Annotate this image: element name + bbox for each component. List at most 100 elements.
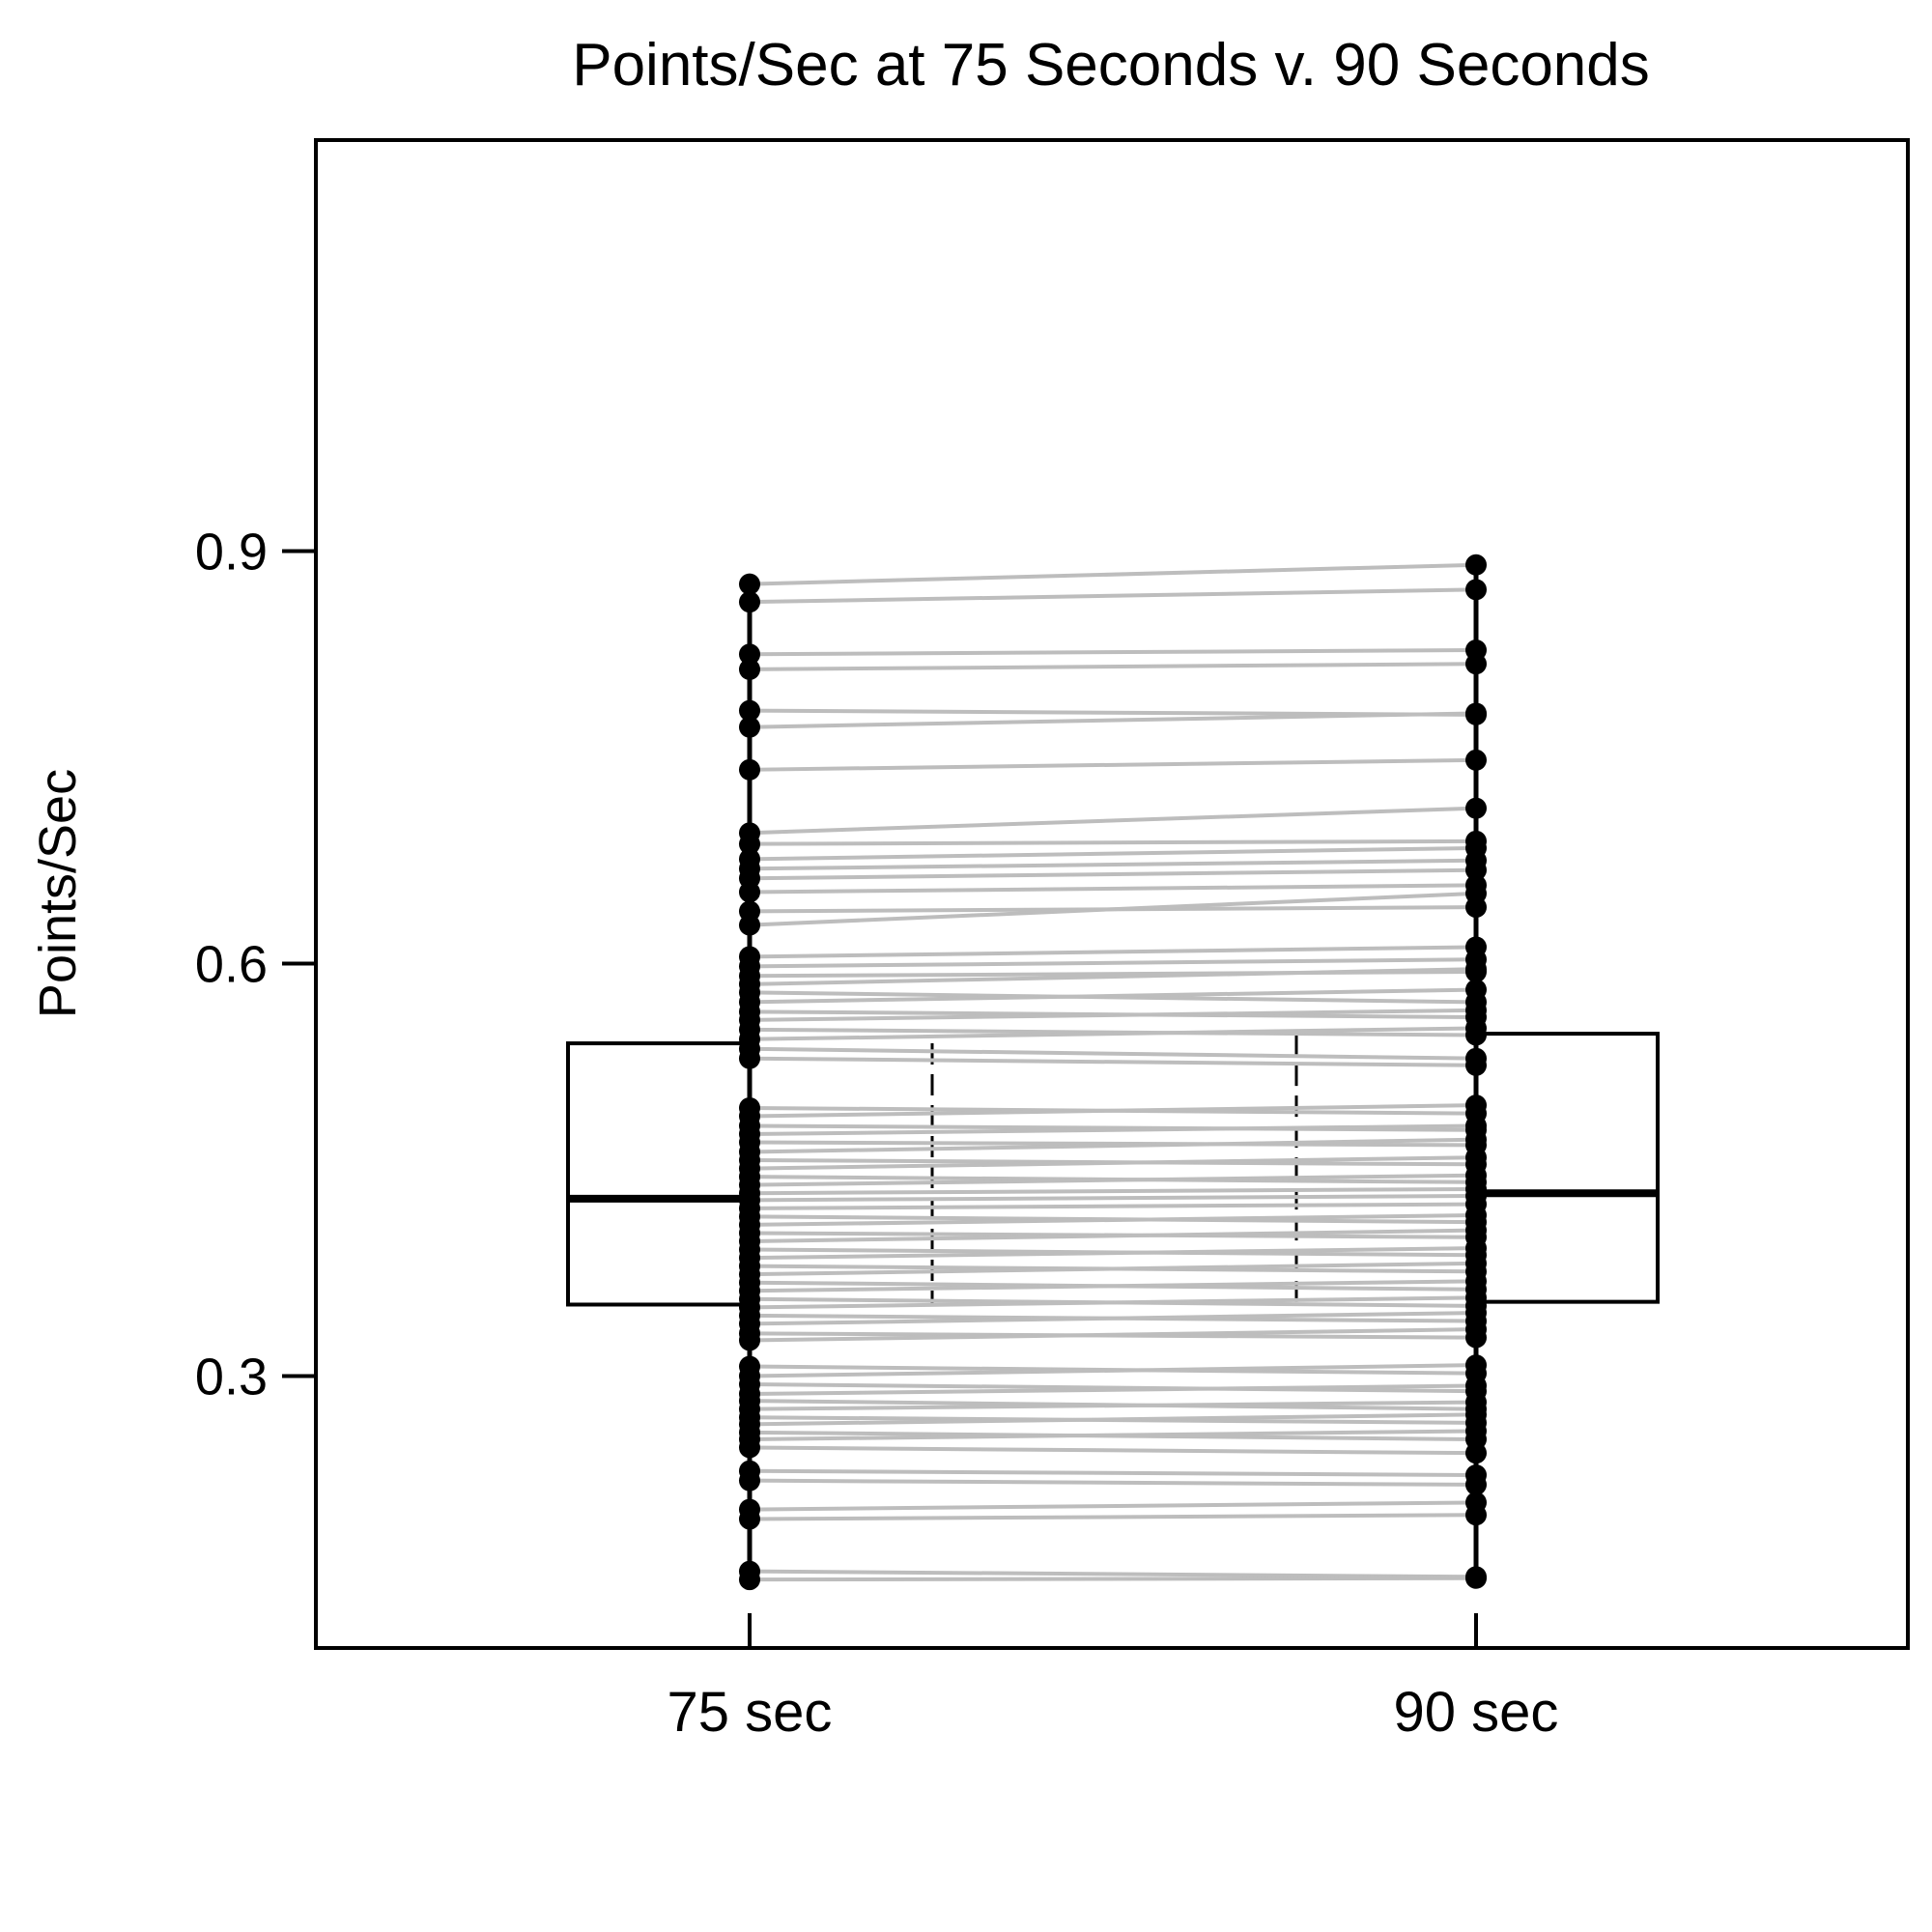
paired-line	[749, 945, 1477, 959]
paired-line	[749, 1327, 1477, 1343]
data-point-90	[1465, 958, 1487, 980]
plot-frame	[314, 138, 1910, 1650]
data-point-90	[1465, 702, 1487, 724]
paired-line	[749, 845, 1477, 862]
paired-line	[749, 867, 1477, 881]
data-point-90	[1465, 1270, 1487, 1293]
data-point-90	[1465, 1287, 1487, 1309]
paired-line	[749, 883, 1477, 895]
data-point-75	[739, 699, 760, 722]
paired-line	[749, 1445, 1477, 1456]
paired-line	[749, 1295, 1477, 1310]
paired-line	[749, 1008, 1477, 1022]
data-point-75	[739, 1508, 760, 1530]
paired-line	[749, 1202, 1477, 1210]
paired-line	[749, 1123, 1477, 1136]
paired-line	[749, 1228, 1477, 1244]
paired-line	[749, 858, 1477, 871]
data-point-90	[1465, 653, 1487, 675]
paired-line	[749, 1478, 1477, 1487]
paired-line	[749, 1103, 1477, 1119]
paired-line	[749, 1056, 1477, 1067]
paired-line	[749, 1173, 1477, 1187]
data-point-90	[1465, 999, 1487, 1021]
paired-line	[749, 1186, 1477, 1196]
paired-line	[749, 1046, 1477, 1061]
paired-line	[749, 1261, 1477, 1277]
paired-line	[749, 587, 1477, 605]
data-point-75	[739, 1436, 760, 1459]
data-point-90	[1465, 1017, 1487, 1039]
y-tick-label: 0.9	[195, 524, 268, 582]
paired-line	[749, 1123, 1477, 1132]
data-point-90	[1465, 1354, 1487, 1377]
data-point-75	[739, 658, 760, 680]
chart-title: Points/Sec at 75 Seconds v. 90 Seconds	[572, 32, 1650, 99]
paired-line	[749, 1194, 1477, 1203]
x-category-label: 75 sec	[668, 1681, 833, 1744]
data-point-75	[739, 573, 760, 595]
paired-line	[749, 1468, 1477, 1477]
box-2	[1474, 1032, 1660, 1304]
plot-area: 0.3 0.6 0.9 75 sec 90 sec	[195, 138, 1910, 1744]
paired-line	[749, 987, 1477, 1005]
paired-line	[749, 891, 1477, 927]
data-point-90	[1465, 1319, 1487, 1341]
y-tick-label: 0.3	[195, 1349, 268, 1406]
data-point-90	[1465, 579, 1487, 601]
data-point-90	[1465, 1237, 1487, 1260]
data-point-75	[739, 1569, 760, 1591]
data-point-90	[1465, 1375, 1487, 1397]
data-point-90	[1465, 1567, 1487, 1589]
data-point-90	[1465, 1219, 1487, 1241]
data-point-90	[1465, 1473, 1487, 1495]
data-point-90	[1465, 1054, 1487, 1076]
data-point-90	[1465, 1442, 1487, 1464]
paired-line	[749, 1279, 1477, 1293]
data-point-75	[739, 643, 760, 666]
paired-line	[749, 662, 1477, 671]
paired-line	[749, 1026, 1477, 1041]
data-point-90	[1465, 859, 1487, 881]
paired-line	[749, 562, 1477, 586]
paired-line	[749, 1513, 1477, 1521]
data-point-75	[739, 1329, 760, 1351]
paired-line	[749, 1140, 1477, 1148]
paired-line	[749, 806, 1477, 836]
y-axis-label: Points/Sec	[29, 769, 87, 1018]
paired-line	[749, 1569, 1477, 1579]
paired-line	[749, 1246, 1477, 1261]
box-1	[566, 1041, 752, 1307]
data-point-75	[739, 591, 760, 613]
paired-line	[749, 1500, 1477, 1512]
paired-line	[749, 1400, 1477, 1411]
data-point-90	[1465, 1128, 1487, 1151]
data-point-90	[1465, 882, 1487, 904]
data-point-75	[739, 1047, 760, 1069]
data-point-90	[1465, 1420, 1487, 1442]
data-point-90	[1465, 1252, 1487, 1274]
data-point-75	[739, 716, 760, 738]
paired-line	[749, 1212, 1477, 1227]
data-point-90	[1465, 797, 1487, 819]
paired-line	[749, 757, 1477, 772]
data-point-75	[739, 833, 760, 855]
data-point-75	[739, 758, 760, 781]
data-point-90	[1465, 554, 1487, 576]
paired-line	[749, 1383, 1477, 1397]
data-point-75	[739, 1469, 760, 1492]
paired-line	[749, 1382, 1477, 1394]
paired-line	[749, 711, 1477, 729]
paired-line	[749, 1363, 1477, 1378]
paired-line	[749, 1429, 1477, 1441]
paired-line	[749, 957, 1477, 969]
paired-line	[749, 967, 1477, 986]
data-point-75	[739, 881, 760, 903]
data-point-90	[1465, 749, 1487, 771]
y-tick-label: 0.6	[195, 936, 268, 994]
data-point-90	[1465, 1147, 1487, 1169]
data-point-90	[1465, 1404, 1487, 1426]
paired-line	[749, 838, 1477, 846]
x-category-label: 90 sec	[1394, 1681, 1559, 1744]
